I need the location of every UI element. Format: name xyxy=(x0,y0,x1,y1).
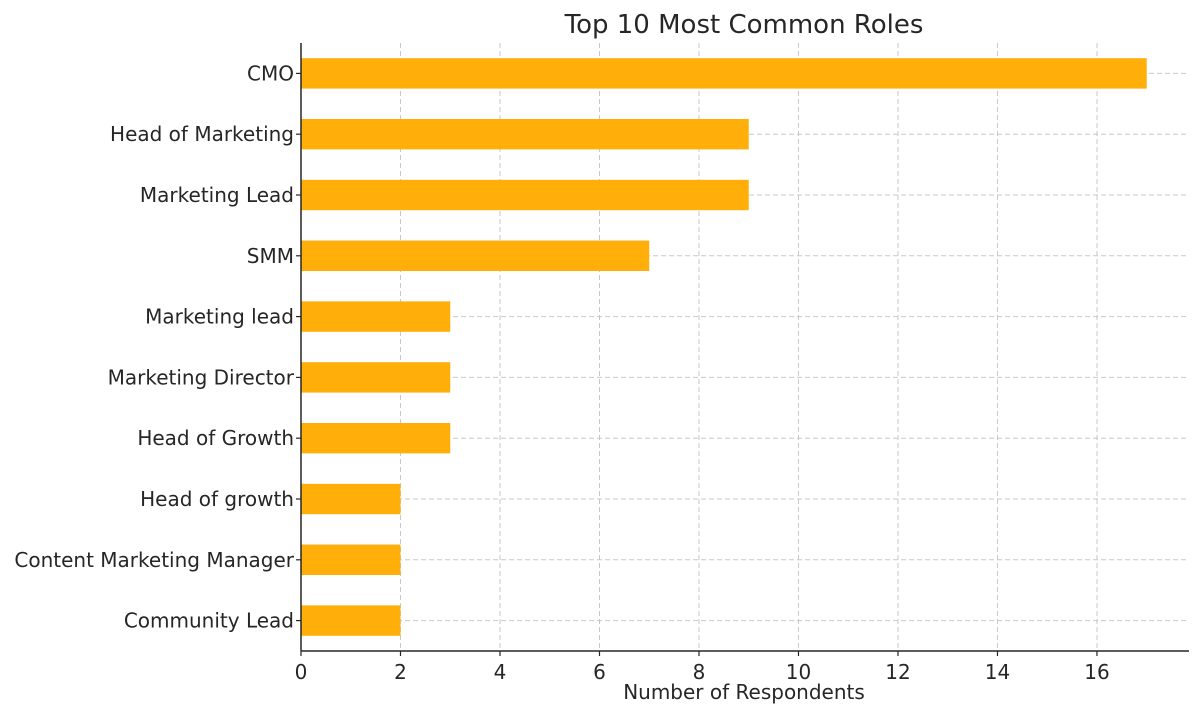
category-label: SMM xyxy=(247,244,294,268)
x-axis-label: Number of Respondents xyxy=(623,680,865,704)
category-label: Marketing Lead xyxy=(140,183,294,207)
x-tick-label: 8 xyxy=(693,660,706,684)
bar xyxy=(301,544,401,575)
bar xyxy=(301,240,650,271)
x-tick-label: 10 xyxy=(786,660,811,684)
x-tick-label: 16 xyxy=(1084,660,1109,684)
category-labels: CMO Head of Marketing Marketing Lead SMM Mar… xyxy=(14,61,294,632)
chart-title: Top 10 Most Common Roles xyxy=(564,10,924,40)
bar xyxy=(301,483,401,515)
category-label: CMO xyxy=(247,61,294,85)
axes xyxy=(296,43,1189,656)
bar xyxy=(301,423,451,454)
bar xyxy=(301,58,1147,89)
category-label: Head of Marketing xyxy=(110,122,294,146)
category-label: Marketing lead xyxy=(145,305,294,329)
x-tick-label: 14 xyxy=(985,660,1010,684)
category-label: Marketing Director xyxy=(108,365,295,389)
bar xyxy=(301,119,749,150)
x-tick-label: 12 xyxy=(885,660,910,684)
x-tick-label: 0 xyxy=(295,660,308,684)
bar xyxy=(301,605,401,636)
x-tick-label: 2 xyxy=(394,660,407,684)
category-label: Head of growth xyxy=(140,487,294,511)
bar xyxy=(301,301,451,332)
category-label: Head of Growth xyxy=(137,426,294,450)
category-label: Content Marketing Manager xyxy=(14,548,294,572)
category-label: Community Lead xyxy=(124,609,294,633)
x-tick-labels: 0 2 4 6 8 10 12 14 16 xyxy=(295,660,1110,684)
bars xyxy=(301,58,1147,636)
x-tick-label: 4 xyxy=(494,660,507,684)
x-tick-label: 6 xyxy=(593,660,606,684)
bar xyxy=(301,179,749,211)
bar xyxy=(301,362,451,393)
